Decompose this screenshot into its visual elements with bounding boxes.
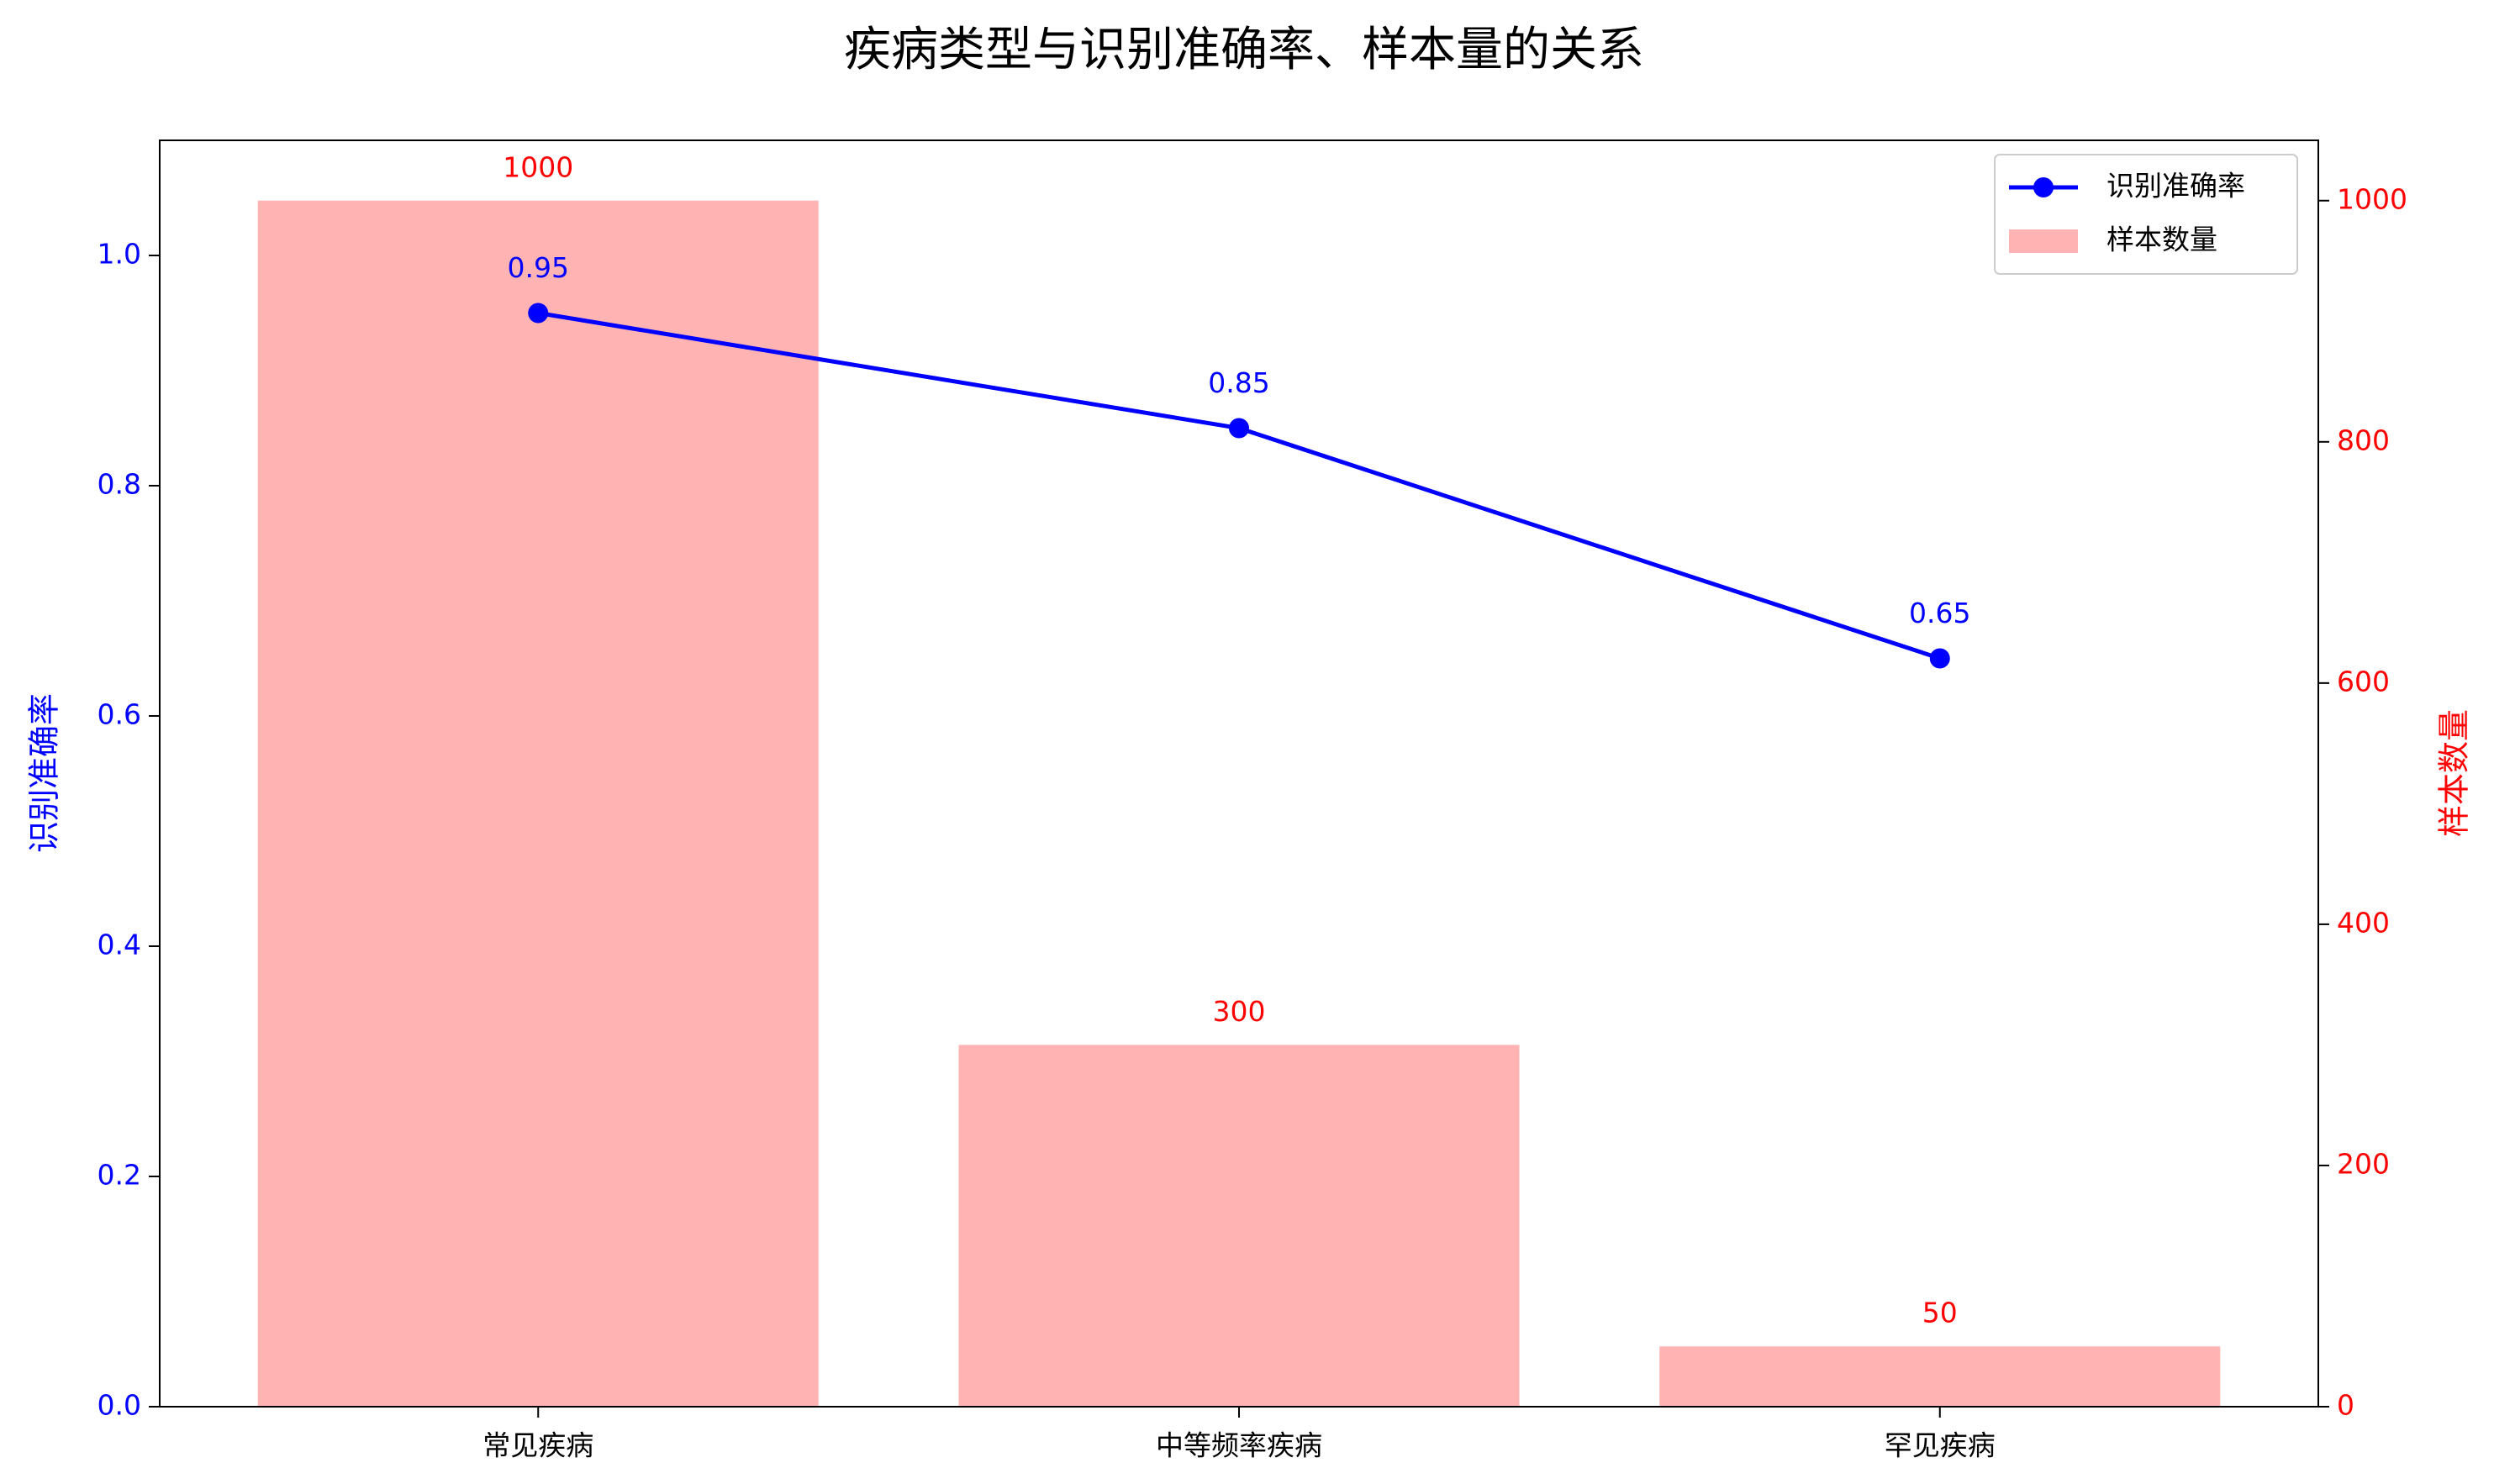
point-value-label: 0.95 (507, 251, 568, 284)
y2-tick-label: 1000 (2337, 182, 2407, 215)
bar-value-label: 50 (1922, 1297, 1958, 1329)
line-marker (1929, 648, 1950, 669)
point-value-label: 0.85 (1208, 366, 1269, 399)
x-tick-label: 罕见疾病 (1885, 1429, 1996, 1462)
y2-tick-label: 400 (2337, 906, 2390, 939)
y-tick-label: 0.2 (98, 1159, 141, 1192)
bar-value-label: 1000 (503, 150, 573, 183)
bar (257, 200, 819, 1407)
y-axis-label: 识别准确率 (26, 693, 63, 853)
y-tick-label: 0.6 (98, 698, 141, 731)
bar-value-label: 300 (1213, 995, 1266, 1028)
bar (958, 1045, 1520, 1407)
line-marker (1229, 418, 1249, 439)
bar (1659, 1346, 2221, 1407)
chart-title: 疾病类型与识别准确率、样本量的关系 (844, 23, 1644, 77)
legend-marker (2033, 177, 2054, 197)
y-tick-label: 0.4 (98, 929, 141, 961)
y2-axis-label: 样本数量 (2436, 709, 2473, 837)
x-tick-label: 常见疾病 (482, 1429, 593, 1462)
y2-tick-label: 0 (2337, 1389, 2354, 1422)
legend-patch (2009, 229, 2078, 253)
y2-tick-label: 200 (2337, 1147, 2390, 1180)
line-marker (528, 303, 549, 324)
x-tick-label: 中等频率疾病 (1156, 1429, 1322, 1462)
plot-frame (159, 139, 2319, 1408)
y-tick-label: 0.8 (98, 468, 141, 501)
y2-tick-label: 800 (2337, 424, 2390, 456)
legend-label: 识别准确率 (2106, 170, 2245, 203)
y2-tick-label: 600 (2337, 665, 2390, 697)
legend-label: 样本数量 (2106, 224, 2217, 256)
y-tick-label: 0.0 (98, 1389, 141, 1422)
point-value-label: 0.65 (1909, 597, 1970, 629)
y-tick-label: 1.0 (98, 238, 141, 271)
